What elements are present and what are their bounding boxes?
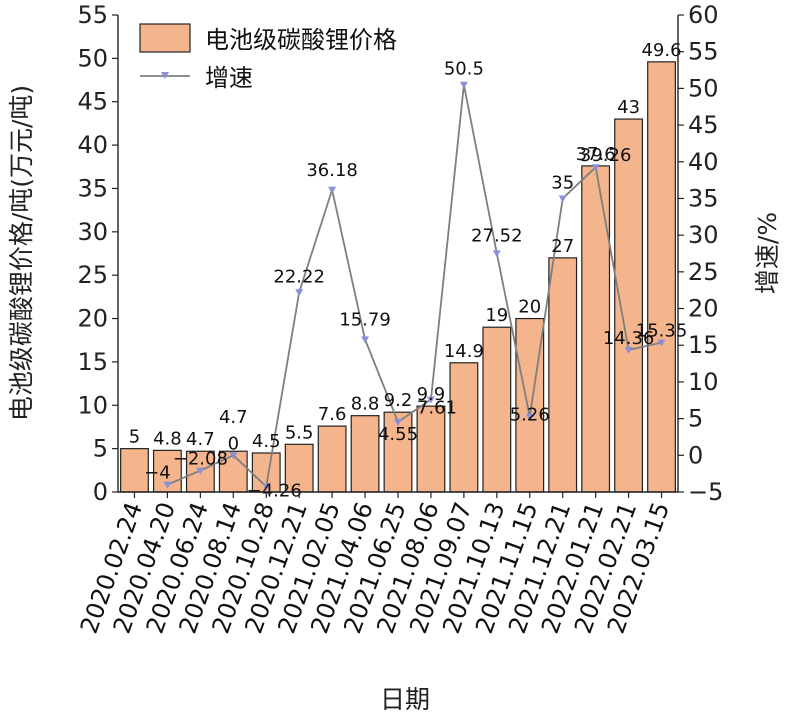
- bar-value-label: 20: [518, 297, 541, 318]
- x-axis-title: 日期: [380, 685, 430, 714]
- bar-2021.11.15: [515, 317, 545, 493]
- legend: 电池级碳酸锂价格 增速: [139, 23, 397, 92]
- y-tick-label: 40: [77, 131, 108, 159]
- y-tick-label: 0: [93, 478, 108, 506]
- growth-point: [196, 467, 205, 475]
- y2-tick-label: 60: [688, 1, 719, 29]
- y2-tick-label: 15: [688, 331, 719, 359]
- growth-point: [394, 418, 402, 426]
- growth-value-label: 15.79: [339, 309, 391, 330]
- bar-2022.02.21: [614, 118, 644, 493]
- growth-point: [262, 483, 271, 491]
- bar-value-label: 7.6: [318, 404, 347, 425]
- bar-value-label: 4.5: [252, 431, 281, 452]
- growth-point: [591, 164, 600, 172]
- bar-value-label: 9.2: [384, 390, 413, 411]
- bar-value-label: 27: [551, 236, 574, 257]
- growth-point: [229, 452, 238, 460]
- y2-tick-label: 0: [688, 441, 703, 469]
- bar-value-label: 8.8: [351, 394, 380, 415]
- growth-value-label: 35: [551, 172, 574, 193]
- y2-tick-label: 5: [688, 405, 703, 433]
- y-tick-label: 30: [77, 218, 108, 246]
- bar-value-label: 4.7: [186, 429, 215, 450]
- y2-tick-label: 20: [688, 295, 719, 323]
- y2-tick-label: 30: [688, 221, 719, 249]
- bar-value-label: 4.7: [219, 407, 248, 428]
- growth-value-label: 50.5: [444, 59, 484, 80]
- y-tick-label: 35: [77, 174, 108, 202]
- growth-line: [167, 84, 662, 489]
- y-tick-label: 55: [77, 1, 108, 29]
- legend-bar-swatch: [139, 23, 191, 53]
- bar-value-label: 49.6: [641, 40, 681, 61]
- growth-point: [163, 481, 172, 489]
- y2-tick-label: 40: [688, 148, 719, 176]
- growth-value-label: 4.55: [378, 424, 418, 445]
- growth-point: [459, 81, 468, 89]
- growth-value-label: 39.26: [580, 145, 632, 166]
- bar-2022.03.15: [647, 61, 676, 493]
- y2-tick-label: 35: [688, 184, 719, 212]
- bar-2021.09.07: [449, 362, 479, 493]
- bar-value-label: 9.9: [417, 384, 446, 405]
- growth-point: [328, 186, 337, 194]
- legend-line-label: 增速: [205, 64, 253, 92]
- bar-2021.10.13: [482, 326, 512, 493]
- bar-value-label: 37.6: [576, 144, 616, 165]
- bar-2021.04.06: [350, 415, 380, 493]
- growth-value-label: −4: [144, 463, 171, 484]
- bar-2021.12.21: [548, 257, 578, 493]
- y2-tick-label: 10: [688, 368, 719, 396]
- y-axis-title: 电池级碳酸锂价格/吨(万元/吨): [7, 85, 36, 421]
- bar-value-label: 43: [617, 97, 640, 118]
- y-tick-label: 15: [77, 348, 108, 376]
- bar-value-label: 19: [485, 305, 508, 326]
- growth-value-label: 36.18: [306, 160, 358, 181]
- growth-point: [525, 413, 534, 421]
- growth-value-label: 5.26: [510, 405, 550, 426]
- growth-value-label: 0: [228, 433, 239, 454]
- growth-point: [426, 396, 435, 404]
- growth-value-label: 15.35: [636, 321, 688, 342]
- growth-value-label: 27.52: [471, 225, 523, 246]
- bar-value-label: 4.8: [153, 428, 182, 449]
- growth-point: [657, 339, 666, 347]
- y-tick-label: 20: [77, 305, 108, 333]
- y2-tick-label: 55: [688, 38, 719, 66]
- y-tick-label: 50: [77, 44, 108, 72]
- y-tick-label: 10: [77, 391, 108, 419]
- y2-axis-title: 增速/%: [753, 212, 782, 294]
- bar-value-label: 5: [129, 427, 140, 448]
- growth-value-label: 14.36: [603, 328, 655, 349]
- y-tick-label: 45: [77, 88, 108, 116]
- y2-tick-label: 25: [688, 258, 719, 286]
- growth-value-label: −2.08: [173, 449, 228, 470]
- bar-2021.08.06: [416, 405, 446, 493]
- bar-value-label: 14.9: [444, 341, 484, 362]
- growth-value-label: 7.61: [417, 397, 457, 418]
- bar-2020.12.21: [284, 443, 314, 493]
- growth-point: [361, 336, 370, 344]
- bar-2020.02.24: [120, 448, 149, 493]
- growth-point: [558, 195, 567, 203]
- y-tick-label: 25: [77, 261, 108, 289]
- y-tick-label: 5: [93, 435, 108, 463]
- y2-tick-label: 45: [688, 111, 719, 139]
- legend-bar-label: 电池级碳酸锂价格: [205, 26, 397, 54]
- y2-tick-label: −5: [688, 478, 723, 506]
- legend-line-marker: [161, 72, 169, 79]
- bar-value-label: 5.5: [285, 422, 314, 443]
- growth-point: [624, 346, 633, 354]
- y2-tick-label: 50: [688, 74, 719, 102]
- growth-value-label: 22.22: [273, 266, 325, 287]
- growth-point: [295, 289, 304, 297]
- growth-point: [492, 250, 501, 258]
- bar-2021.02.05: [317, 425, 347, 493]
- bar-2020.08.14: [218, 450, 248, 493]
- growth-value-label: −4.26: [247, 481, 302, 502]
